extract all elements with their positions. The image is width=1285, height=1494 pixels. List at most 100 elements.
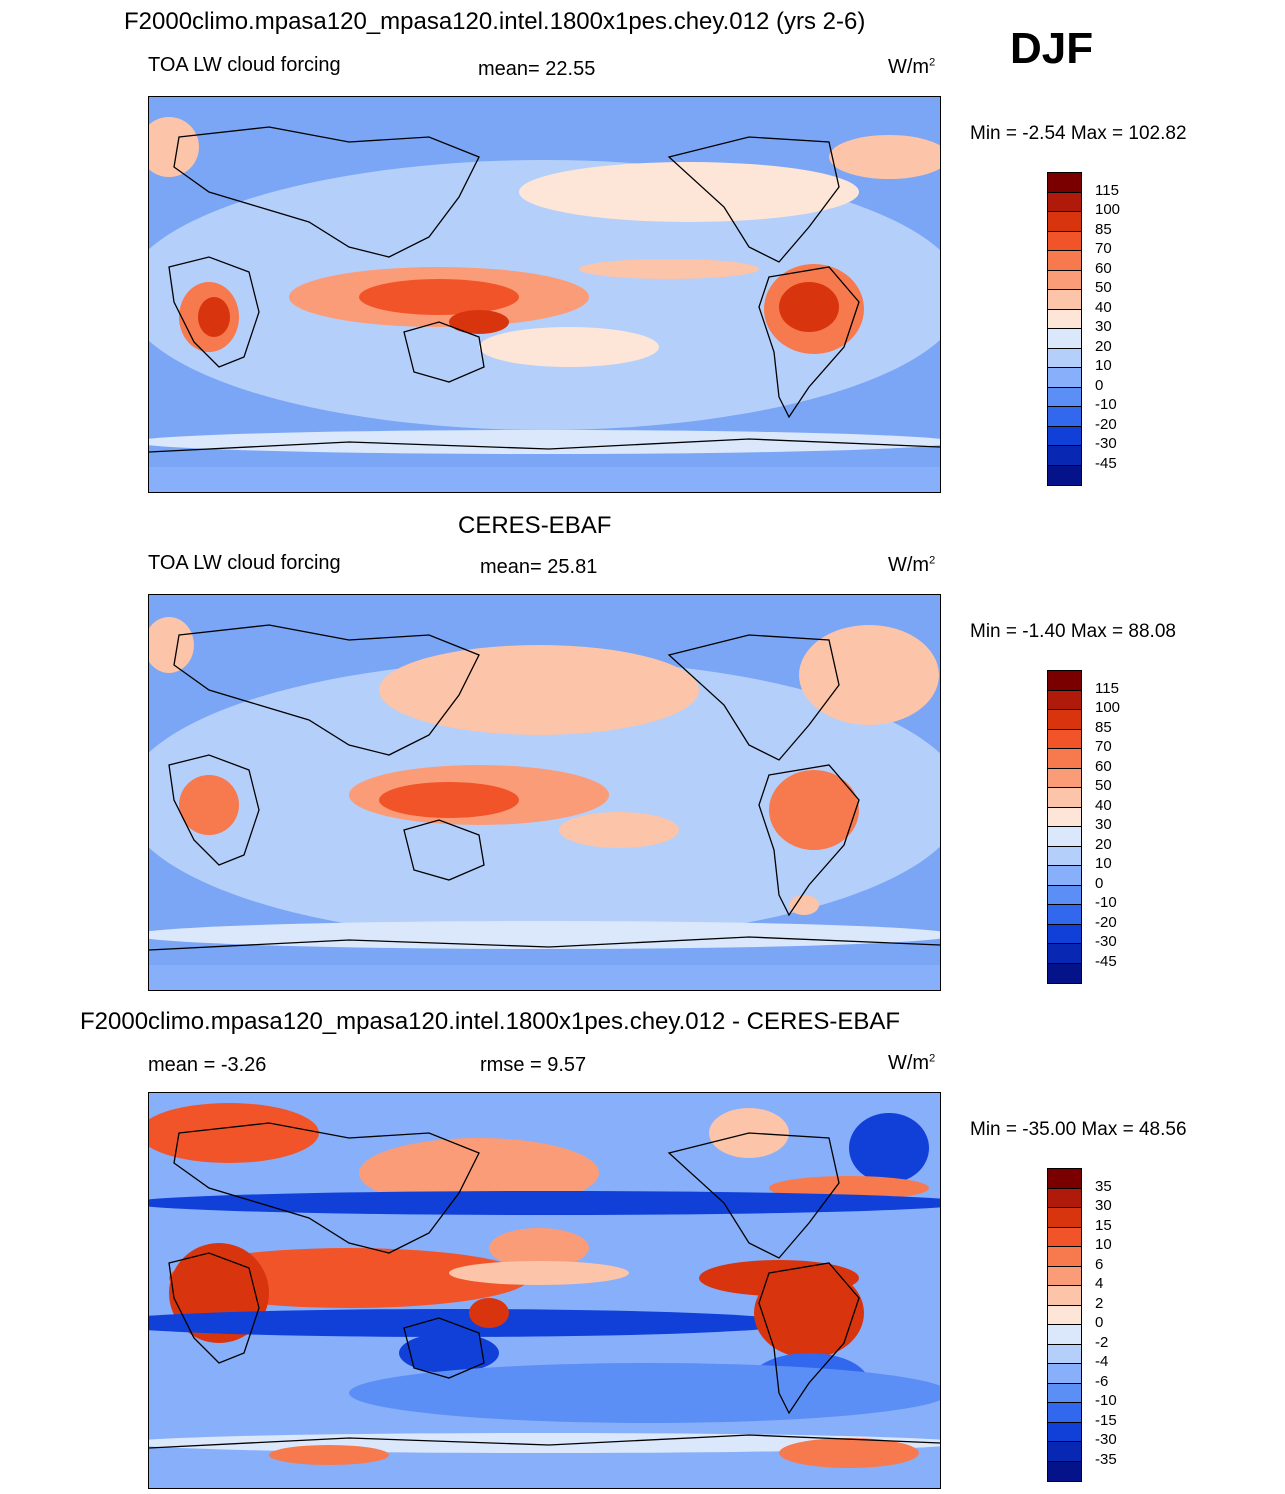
colorbar-tick-label: -45 <box>1095 454 1117 472</box>
colorbar-tick-label: -30 <box>1095 933 1117 950</box>
colorbar-tick-label: 115 <box>1095 181 1119 199</box>
colorbar-tick-label: 70 <box>1095 738 1112 755</box>
colorbar-swatch <box>1048 1305 1081 1325</box>
colorbar-swatch <box>1048 348 1081 368</box>
colorbar-swatch <box>1048 1286 1081 1306</box>
colorbar-tick-label: 40 <box>1095 298 1112 316</box>
colorbar-tick-label: 0 <box>1095 376 1104 394</box>
colorbar-swatch <box>1048 807 1081 827</box>
panel-2-map <box>148 594 941 991</box>
panel-2-units: W/m2 <box>888 554 936 576</box>
colorbar-swatch <box>1048 465 1081 485</box>
colorbar-swatch <box>1048 1442 1081 1462</box>
colorbar-tick-label: 30 <box>1095 1197 1112 1214</box>
colorbar-swatch <box>1048 1344 1081 1364</box>
colorbar-tick-label: -2 <box>1095 1333 1109 1351</box>
panel-3-map <box>148 1092 941 1489</box>
colorbar-swatch <box>1048 329 1081 349</box>
colorbar-swatch <box>1048 1461 1081 1481</box>
colorbar-tick-label: 85 <box>1095 220 1112 238</box>
colorbar-tick-label: -20 <box>1095 913 1117 931</box>
colorbar-swatch <box>1048 309 1081 329</box>
colorbar-swatch <box>1048 1422 1081 1442</box>
panel-2-colorbar <box>1047 670 1082 984</box>
panel-1-map <box>148 96 941 493</box>
colorbar-swatch <box>1048 231 1081 251</box>
colorbar-swatch <box>1048 710 1081 730</box>
colorbar-tick-label: -6 <box>1095 1372 1109 1390</box>
panel-1-mean-label: mean= 22.55 <box>478 58 596 80</box>
colorbar-tick-label: 60 <box>1095 259 1112 277</box>
colorbar-swatch <box>1048 905 1081 925</box>
colorbar-tick-label: 2 <box>1095 1294 1104 1312</box>
colorbar-tick-label: 30 <box>1095 816 1112 833</box>
colorbar-swatch <box>1048 729 1081 749</box>
colorbar-swatch <box>1048 690 1081 710</box>
colorbar-swatch <box>1048 387 1081 407</box>
colorbar-tick-label: 40 <box>1095 796 1112 814</box>
colorbar-tick-label: 60 <box>1095 757 1112 775</box>
colorbar-tick-label: 4 <box>1095 1275 1104 1292</box>
colorbar-tick-label: 15 <box>1095 1216 1112 1234</box>
colorbar-tick-label: -10 <box>1095 894 1117 911</box>
panel-3-minmax: Min = -35.00 Max = 48.56 <box>970 1119 1187 1140</box>
colorbar-swatch <box>1048 924 1081 944</box>
colorbar-tick-label: 20 <box>1095 337 1112 355</box>
panel-3-units: W/m2 <box>888 1052 936 1074</box>
season-label: DJF <box>1010 24 1094 73</box>
colorbar-tick-label: 10 <box>1095 357 1112 374</box>
panel-1-units: W/m2 <box>888 56 936 78</box>
panel-3-colorbar <box>1047 1168 1082 1482</box>
panel-1-minmax: Min = -2.54 Max = 102.82 <box>970 123 1187 144</box>
colorbar-tick-label: -30 <box>1095 1431 1117 1448</box>
panel-1-header: F2000climo.mpasa120_mpasa120.intel.1800x… <box>124 8 866 35</box>
colorbar-swatch <box>1048 407 1081 427</box>
colorbar-swatch <box>1048 290 1081 310</box>
colorbar-swatch <box>1048 827 1081 847</box>
colorbar-tick-label: 50 <box>1095 279 1112 296</box>
panel-1-colorbar <box>1047 172 1082 486</box>
colorbar-swatch <box>1048 1227 1081 1247</box>
colorbar-tick-label: -20 <box>1095 415 1117 433</box>
colorbar-tick-label: 30 <box>1095 318 1112 335</box>
colorbar-swatch <box>1048 1403 1081 1423</box>
panel-2-mean-label: mean= 25.81 <box>480 556 598 578</box>
colorbar-swatch <box>1048 173 1081 193</box>
colorbar-swatch <box>1048 788 1081 808</box>
colorbar-swatch <box>1048 866 1081 886</box>
colorbar-tick-label: 50 <box>1095 777 1112 794</box>
colorbar-swatch <box>1048 671 1081 691</box>
colorbar-tick-label: -4 <box>1095 1353 1109 1370</box>
colorbar-swatch <box>1048 1266 1081 1286</box>
panel-3-mean-label: mean = -3.26 <box>148 1054 267 1076</box>
colorbar-swatch <box>1048 270 1081 290</box>
colorbar-swatch <box>1048 963 1081 983</box>
colorbar-swatch <box>1048 846 1081 866</box>
colorbar-swatch <box>1048 749 1081 769</box>
colorbar-swatch <box>1048 1188 1081 1208</box>
colorbar-swatch <box>1048 1364 1081 1384</box>
colorbar-tick-label: 35 <box>1095 1177 1112 1195</box>
panel-1-variable-label: TOA LW cloud forcing <box>148 54 341 76</box>
panel-2-minmax: Min = -1.40 Max = 88.08 <box>970 621 1176 642</box>
colorbar-tick-label: 20 <box>1095 835 1112 853</box>
colorbar-tick-label: 85 <box>1095 718 1112 736</box>
panel-2-variable-label: TOA LW cloud forcing <box>148 552 341 574</box>
panel-3-rmse-label: rmse = 9.57 <box>480 1054 587 1076</box>
colorbar-tick-label: 10 <box>1095 1236 1112 1253</box>
colorbar-tick-label: 115 <box>1095 679 1119 697</box>
colorbar-tick-label: -30 <box>1095 435 1117 452</box>
colorbar-swatch <box>1048 446 1081 466</box>
colorbar-tick-label: 0 <box>1095 1314 1104 1331</box>
colorbar-swatch <box>1048 885 1081 905</box>
panel-2-header: CERES-EBAF <box>458 512 612 539</box>
colorbar-tick-label: -35 <box>1095 1450 1117 1468</box>
colorbar-tick-label: -10 <box>1095 1392 1117 1409</box>
colorbar-swatch <box>1048 1169 1081 1189</box>
colorbar-tick-label: -10 <box>1095 396 1117 413</box>
colorbar-tick-label: 100 <box>1095 201 1121 218</box>
colorbar-tick-label: 10 <box>1095 855 1112 872</box>
colorbar-tick-label: 6 <box>1095 1255 1104 1273</box>
colorbar-swatch <box>1048 1383 1081 1403</box>
colorbar-tick-label: -45 <box>1095 952 1117 970</box>
